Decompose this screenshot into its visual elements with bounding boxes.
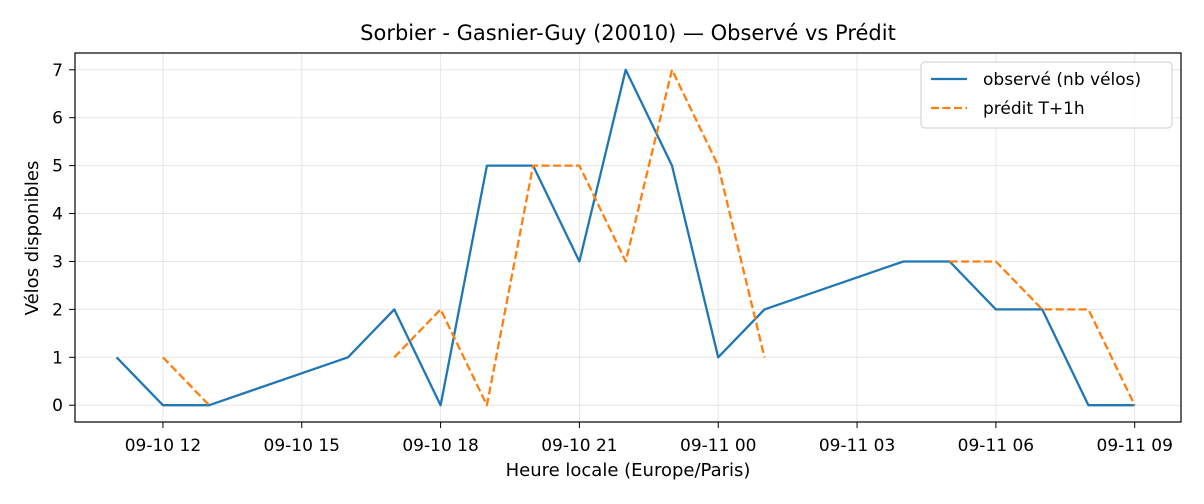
x-tick-label: 09-10 21 bbox=[541, 436, 617, 456]
y-axis-ticks: 0 1 2 3 4 5 6 7 bbox=[52, 61, 75, 416]
series-line bbox=[162, 356, 211, 406]
x-axis-ticks: 09-10 12 09-10 15 09-10 18 09-10 21 09-11 00… bbox=[125, 422, 1173, 456]
x-tick-label: 09-10 18 bbox=[402, 436, 478, 456]
series-1 bbox=[162, 68, 1136, 407]
series-line bbox=[393, 68, 766, 407]
y-tick-label: 2 bbox=[52, 300, 63, 320]
chart-title: Sorbier - Gasnier-Guy (20010) — Observé … bbox=[360, 21, 896, 45]
y-tick-label: 1 bbox=[52, 348, 63, 368]
legend-label: prédit T+1h bbox=[983, 99, 1085, 119]
legend: observé (nb vélos) prédit T+1h bbox=[920, 61, 1173, 129]
x-tick-label: 09-11 06 bbox=[958, 436, 1034, 456]
y-tick-label: 0 bbox=[52, 396, 63, 416]
legend-label: observé (nb vélos) bbox=[983, 70, 1141, 90]
plot-frame bbox=[74, 52, 1182, 423]
series-lines bbox=[115, 68, 1136, 407]
x-axis-label: Heure locale (Europe/Paris) bbox=[506, 460, 751, 481]
x-tick-label: 09-11 03 bbox=[819, 436, 895, 456]
legend-box bbox=[920, 61, 1173, 129]
y-tick-label: 6 bbox=[52, 109, 63, 129]
series-0 bbox=[115, 68, 1135, 407]
series-line bbox=[949, 260, 1136, 406]
y-tick-label: 5 bbox=[52, 157, 63, 177]
x-tick-label: 09-11 09 bbox=[1097, 436, 1173, 456]
x-tick-label: 09-11 00 bbox=[680, 436, 756, 456]
y-tick-label: 4 bbox=[52, 205, 63, 225]
x-tick-label: 09-10 15 bbox=[264, 436, 340, 456]
y-tick-label: 3 bbox=[52, 252, 63, 272]
y-axis-label: Vélos disponibles bbox=[22, 161, 43, 316]
x-tick-label: 09-10 12 bbox=[125, 436, 201, 456]
y-tick-label: 7 bbox=[52, 61, 63, 81]
series-line bbox=[115, 68, 1135, 407]
grid bbox=[75, 53, 1181, 422]
